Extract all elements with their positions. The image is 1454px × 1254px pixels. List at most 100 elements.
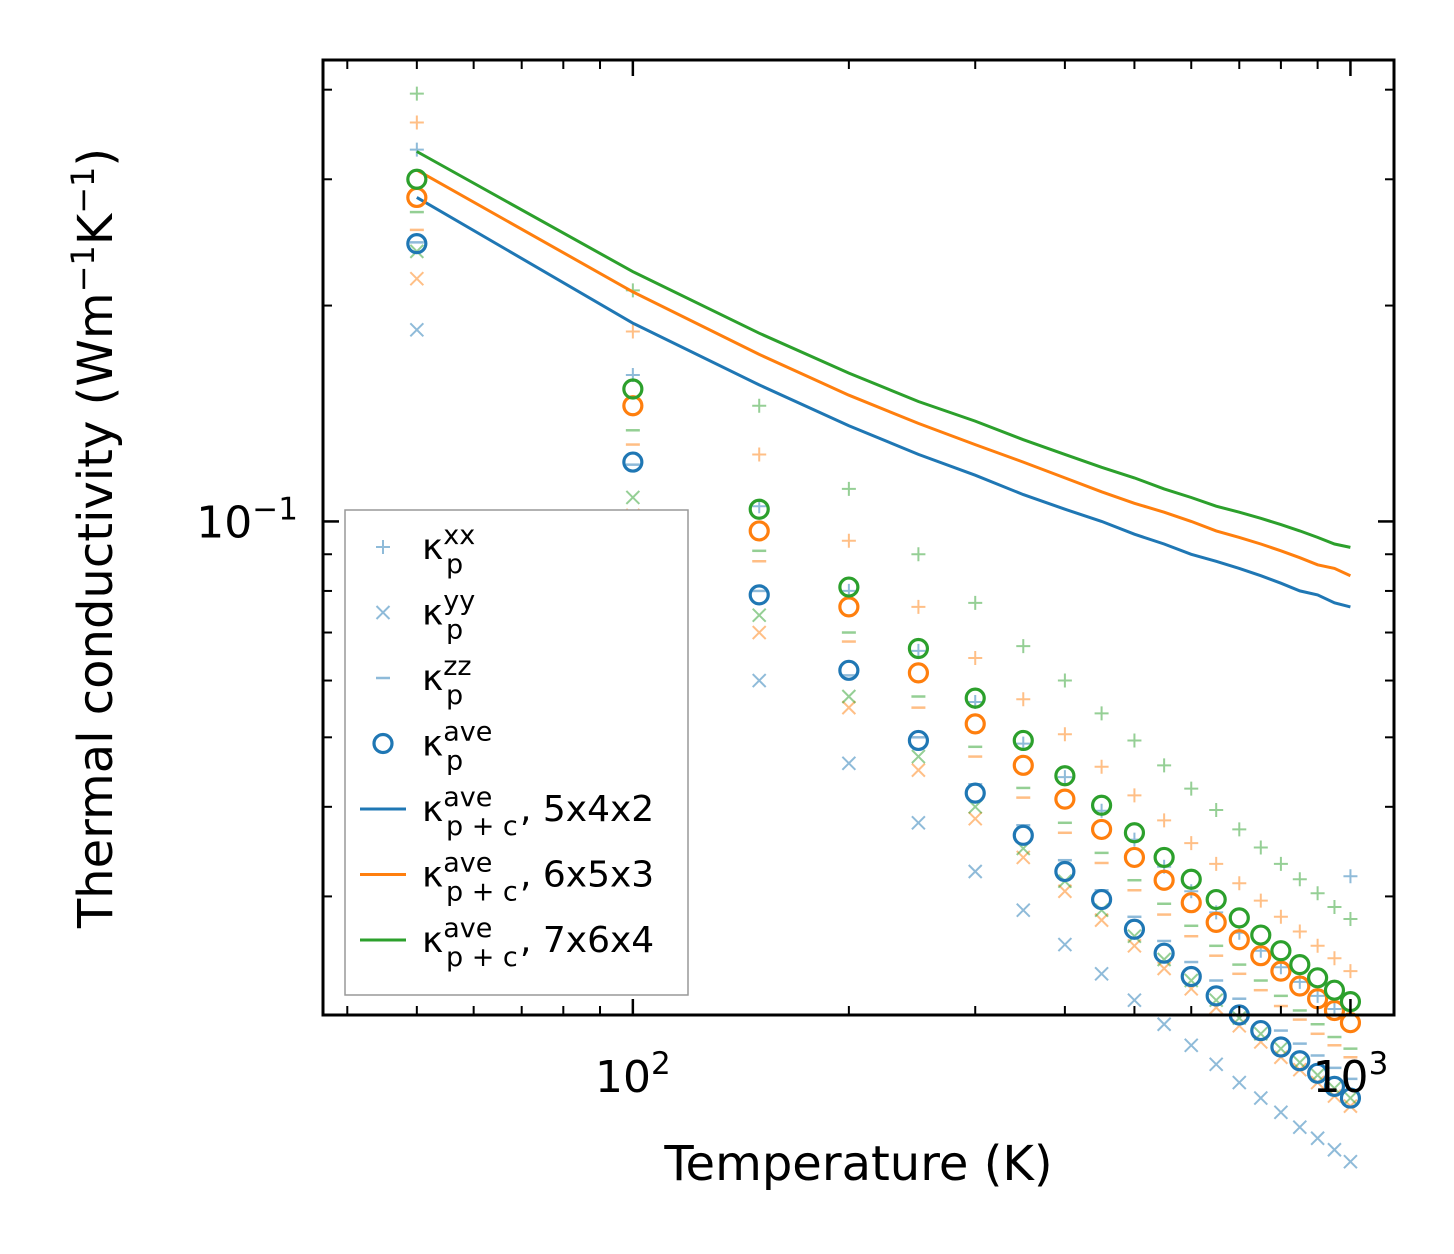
legend-label: κave p + c, 6x5x3 — [422, 848, 654, 908]
kxx-point — [1209, 856, 1224, 871]
legend-label: κyy p — [422, 586, 475, 646]
kave-point — [1123, 822, 1146, 844]
kyy-point — [752, 625, 767, 640]
kave-point — [1153, 942, 1175, 964]
kave-point — [1270, 1036, 1292, 1058]
kave-point — [748, 520, 770, 542]
kave-point — [406, 168, 428, 190]
legend-entry-7: κave p + c, 7x6x4 — [360, 913, 654, 973]
kxx-point — [625, 324, 640, 339]
kave-point — [1012, 824, 1034, 846]
kave-point — [1123, 918, 1146, 940]
kxx-point — [1232, 822, 1247, 837]
kxx-point — [1273, 909, 1288, 924]
kyy-point — [841, 700, 857, 715]
kyy-point — [1156, 1017, 1172, 1032]
kyy-point — [1127, 992, 1142, 1008]
kave-point — [1250, 1019, 1272, 1042]
legend-cross-marker — [375, 605, 391, 620]
kave-point — [1054, 860, 1076, 883]
kxx-point — [1310, 938, 1325, 953]
kave-point — [1153, 846, 1175, 869]
kave-point — [1289, 1050, 1311, 1072]
kave-point — [1054, 788, 1076, 810]
kyy-point — [1057, 937, 1073, 952]
series-6x5x3-lines — [416, 168, 1352, 578]
kyy-point — [1232, 1075, 1247, 1090]
kyy-point — [911, 815, 926, 830]
legend-label: κxx p — [422, 520, 475, 580]
kxx-point — [1127, 733, 1142, 748]
kave-point — [964, 782, 986, 804]
kxx-point — [1273, 856, 1288, 871]
kave-point — [1270, 940, 1292, 962]
x-axis-title: Temperature (K) — [663, 1136, 1052, 1192]
kxx-point — [911, 547, 926, 562]
kave-point — [1323, 979, 1346, 1001]
kave-point — [1180, 892, 1202, 914]
legend-circle-marker — [372, 732, 394, 755]
kyy-point — [1127, 929, 1142, 944]
series-7x6x4-ave — [406, 168, 1362, 1013]
kpc-line-7x6x4 — [416, 150, 1351, 549]
kyy-point — [1094, 966, 1109, 981]
kyy-point — [911, 749, 926, 764]
kave-point — [838, 576, 860, 598]
kave-point — [838, 596, 860, 618]
kave-point — [1012, 754, 1034, 776]
kave-point — [748, 584, 770, 606]
legend-entry-2: κyy p — [375, 586, 475, 646]
kyy-point — [1016, 902, 1031, 918]
kxx-point — [968, 595, 983, 610]
kave-point — [1090, 794, 1113, 816]
kave-point — [1289, 954, 1311, 976]
kxx-point — [1057, 673, 1072, 688]
kxx-point — [1127, 788, 1142, 803]
kyy-point — [752, 673, 767, 688]
kxx-point — [1157, 758, 1172, 773]
legend-entry-6: κave p + c, 6x5x3 — [360, 848, 654, 908]
kave-point — [1307, 967, 1329, 989]
kxx-point — [1253, 893, 1268, 908]
kyy-point — [1208, 1057, 1224, 1072]
kyy-point — [911, 762, 926, 778]
legend-label: κave p — [422, 717, 492, 777]
kave-point — [964, 713, 986, 735]
kave-point — [907, 662, 930, 684]
kave-point — [1205, 911, 1227, 933]
legend-box — [344, 509, 689, 996]
kxx-point — [1310, 886, 1325, 901]
x-tick-label: 102 — [595, 1046, 671, 1103]
kave-point — [748, 498, 770, 520]
kave-point — [1054, 765, 1076, 787]
kxx-point — [1157, 813, 1172, 828]
y-axis-title: Thermal conductivity (Wm−1K−1) — [64, 148, 124, 929]
kpc-line-6x5x3 — [416, 168, 1352, 578]
plot-frame — [321, 58, 1396, 1017]
kxx-point — [1184, 781, 1199, 796]
kyy-point — [841, 689, 857, 704]
kxx-point — [911, 599, 926, 614]
series-5x4x2-lines — [416, 196, 1351, 609]
kave-point — [406, 233, 428, 255]
kxx-point — [1209, 802, 1224, 817]
kave-point — [622, 451, 644, 473]
kave-point — [1250, 945, 1272, 967]
kyy-point — [841, 756, 857, 771]
kxx-point — [1253, 840, 1268, 855]
kave-point — [1339, 1087, 1362, 1109]
kave-point — [1153, 869, 1175, 891]
kyy-point — [1156, 952, 1172, 967]
legend-label: κave p + c, 7x6x4 — [422, 913, 654, 973]
kxx-point — [1057, 727, 1072, 742]
series-7x6x4 — [409, 86, 1358, 1106]
kyy-point — [625, 490, 641, 505]
kave-point — [1228, 907, 1250, 929]
kave-point — [1205, 888, 1227, 911]
kyy-point — [1184, 1038, 1199, 1053]
legend-plus-marker — [376, 540, 390, 554]
kave-point — [1180, 965, 1202, 988]
